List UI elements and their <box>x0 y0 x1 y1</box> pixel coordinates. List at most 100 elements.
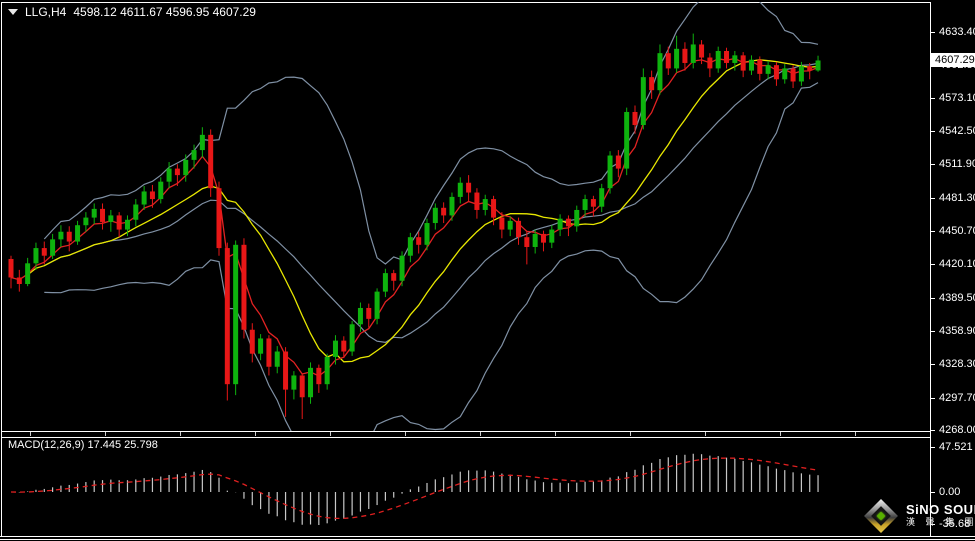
candle <box>208 129 214 197</box>
chart-title: LLG,H4 4598.12 4611.67 4596.95 4607.29 <box>8 5 256 19</box>
price-tick-mark <box>930 97 935 99</box>
time-tick-mark <box>855 432 856 436</box>
chart-collapse-icon[interactable] <box>8 9 18 15</box>
price-tick-mark <box>930 429 935 431</box>
candle <box>615 150 621 178</box>
macd-tick-mark <box>930 492 935 493</box>
candle <box>599 183 605 213</box>
candle <box>391 269 397 291</box>
candle <box>807 62 813 80</box>
candle <box>399 251 405 287</box>
frame-top <box>1 2 930 3</box>
candle <box>432 203 438 230</box>
candle <box>507 216 513 237</box>
candle <box>657 44 663 95</box>
time-tick-mark <box>630 432 631 436</box>
candle <box>199 127 205 158</box>
red-moving-average <box>10 57 819 377</box>
candle <box>773 61 779 86</box>
price-tick-label: 4450.70 <box>939 224 975 237</box>
price-tick-label: 4633.40 <box>939 26 975 39</box>
price-chart-canvas[interactable] <box>1 2 930 431</box>
candle <box>590 195 596 217</box>
candle <box>274 346 280 374</box>
logo-chinese-name: 漢 聲 集 團 <box>906 517 975 527</box>
candle <box>715 46 721 73</box>
candle <box>482 194 488 216</box>
price-tick-label: 4481.30 <box>939 191 975 204</box>
candle <box>732 50 738 71</box>
candle <box>100 203 106 230</box>
candle <box>790 65 796 89</box>
price-tick-label: 4573.10 <box>939 91 975 104</box>
candle <box>449 192 455 221</box>
candle <box>149 184 155 208</box>
candle <box>183 154 189 182</box>
macd-tick-label: 47.521 <box>939 441 973 453</box>
macd-tick-mark <box>930 447 935 448</box>
price-tick-mark <box>930 230 935 232</box>
candle <box>174 164 180 187</box>
time-tick-mark <box>30 432 31 436</box>
price-tick-mark <box>930 264 935 266</box>
time-tick-mark <box>255 432 256 436</box>
sino-sound-logo: SiNO SOUND 漢 聲 集 團 <box>864 499 975 533</box>
price-tick-label: 4420.10 <box>939 258 975 271</box>
price-tick-label: 4358.90 <box>939 324 975 337</box>
logo-brand-name: SiNO SOUND <box>906 502 975 517</box>
diamond-logo-icon <box>864 499 898 533</box>
candle <box>665 46 671 75</box>
macd-indicator-label: MACD(12,26,9) 17.445 25.798 <box>8 439 158 451</box>
candle <box>640 68 646 130</box>
macd-chart-canvas[interactable] <box>1 438 930 535</box>
time-tick-mark <box>480 432 481 436</box>
candle <box>249 323 255 363</box>
candle <box>798 61 804 86</box>
candle <box>549 225 555 249</box>
time-tick-mark <box>105 432 106 436</box>
candle <box>75 220 81 245</box>
candle <box>241 238 247 339</box>
candle <box>707 53 713 78</box>
price-tick-label: 4328.30 <box>939 358 975 371</box>
candle <box>524 231 530 265</box>
macd-signal-line <box>10 457 819 520</box>
candle <box>491 195 497 226</box>
symbol-timeframe-label: LLG,H4 <box>25 5 67 19</box>
price-tick-mark <box>930 364 935 366</box>
candle <box>765 60 771 80</box>
candle <box>349 321 355 356</box>
macd-tick-label: 0.00 <box>939 486 961 498</box>
price-tick-mark <box>930 197 935 199</box>
candle <box>316 364 322 393</box>
time-tick-mark <box>180 432 181 436</box>
candle <box>574 205 580 232</box>
candle <box>441 202 447 224</box>
candle <box>382 268 388 298</box>
macd-panel-bottom-border <box>0 536 975 537</box>
candle <box>457 177 463 204</box>
candle <box>474 188 480 219</box>
candle <box>191 144 197 169</box>
price-tick-label: 4297.70 <box>939 391 975 404</box>
candle <box>224 242 230 401</box>
candle <box>308 362 314 404</box>
candle <box>91 203 97 225</box>
candle <box>291 371 297 400</box>
candle <box>299 373 305 420</box>
candle <box>516 217 522 245</box>
macd-panel-top-border <box>1 437 930 438</box>
candle <box>324 353 330 390</box>
price-tick-label: 4389.50 <box>939 291 975 304</box>
candle <box>582 194 588 217</box>
candle <box>83 212 89 232</box>
bollinger-middle-band <box>44 62 819 344</box>
candle <box>33 242 39 270</box>
time-tick-mark <box>555 432 556 436</box>
macd-tick-mark <box>930 524 935 525</box>
ohlc-values: 4598.12 4611.67 4596.95 4607.29 <box>73 5 256 19</box>
bollinger-lower-band <box>44 82 819 431</box>
candle <box>58 225 64 247</box>
candle <box>748 55 754 75</box>
candle <box>124 215 130 237</box>
